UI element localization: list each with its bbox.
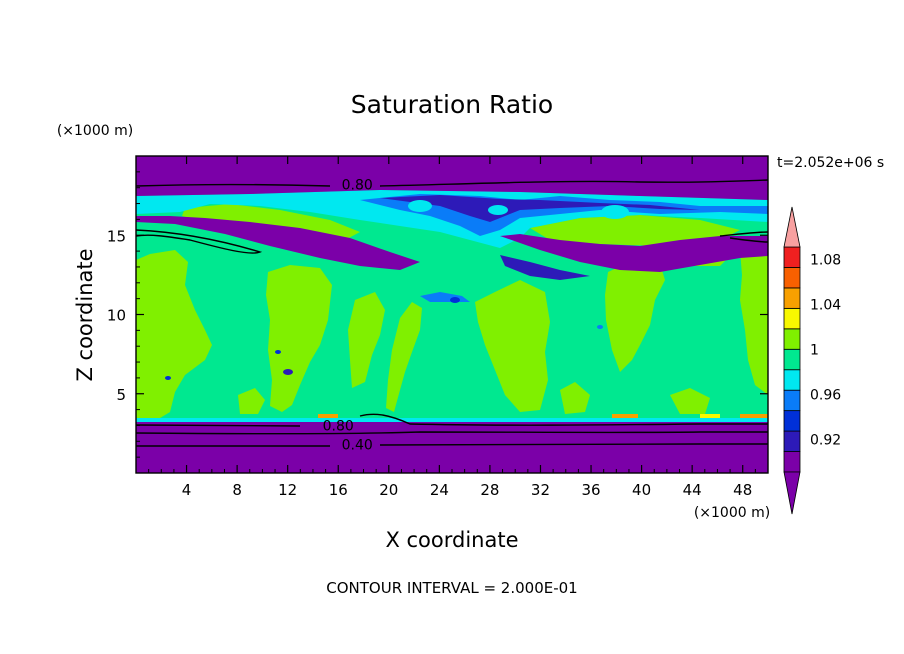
y-axis-ticks: 5 10 15 — [107, 171, 768, 458]
blue-cell — [488, 205, 508, 215]
blue-cell — [601, 205, 629, 219]
colorbar-tick-label: 0.92 — [810, 432, 841, 448]
y-axis-label: Z coordinate — [73, 248, 97, 381]
orange-strip — [700, 414, 720, 418]
colorbar-lower-arrow — [783, 471, 801, 515]
contour-line-bottom — [136, 443, 768, 447]
lime-region — [740, 248, 768, 395]
x-axis-label: X coordinate — [385, 528, 518, 552]
contour-label: 0.80 — [323, 418, 354, 434]
y-unit-label: (×1000 m) — [57, 123, 133, 139]
contour-line-lower — [136, 413, 768, 427]
lime-region — [530, 215, 740, 246]
chart-title: Saturation Ratio — [351, 90, 553, 119]
contour-line-lower — [136, 431, 768, 435]
x-tick-label: 36 — [581, 481, 600, 499]
lime-region — [136, 250, 212, 418]
y-tick-label: 5 — [116, 386, 126, 404]
purple-wedge — [500, 234, 768, 272]
contour-label: 0.80 — [342, 178, 373, 194]
colorbar-band — [783, 307, 801, 330]
orange-strip — [740, 414, 768, 418]
x-tick-label: 32 — [531, 481, 550, 499]
colorbar-tick-label: 1.08 — [810, 252, 841, 268]
orange-strip — [318, 414, 338, 418]
y-tick-label: 15 — [107, 227, 126, 245]
lime-region — [266, 265, 332, 412]
colorbar-band — [783, 410, 801, 432]
x-tick-label: 28 — [480, 481, 499, 499]
contour-label: 0.40 — [342, 437, 373, 453]
contour-labels: 0.80 0.80 0.40 — [323, 178, 373, 454]
deep-blue-band — [500, 255, 590, 280]
blue-cell — [597, 325, 603, 329]
lime-region — [238, 388, 265, 414]
colorbar-band — [783, 430, 801, 452]
contour-field — [136, 156, 768, 473]
lime-region — [605, 262, 665, 372]
colorbar-band — [783, 287, 801, 309]
x-tick-label: 20 — [379, 481, 398, 499]
lime-region — [670, 388, 710, 414]
contour-line-wedge — [719, 231, 768, 243]
lime-region — [182, 204, 360, 240]
x-tick-label: 44 — [683, 481, 702, 499]
x-tick-label: 12 — [278, 481, 297, 499]
colorbar-band — [783, 389, 801, 412]
colorbar-upper-arrow — [783, 206, 801, 248]
x-axis-ticks: 4 8 12 16 20 24 28 32 36 40 44 48 — [148, 156, 756, 499]
colorbar-band — [783, 328, 801, 350]
x-tick-label: 4 — [182, 481, 192, 499]
blue-cell — [165, 376, 171, 380]
x-tick-label: 8 — [232, 481, 242, 499]
purple-bottom — [136, 422, 768, 473]
purple-wedge — [136, 216, 420, 270]
colorbar-tick-label: 0.96 — [810, 387, 841, 403]
x-tick-label: 16 — [329, 481, 348, 499]
colorbar-band — [783, 246, 801, 268]
x-unit-label: (×1000 m) — [694, 505, 770, 521]
colorbar-band — [783, 267, 801, 289]
colorbar-band — [783, 451, 801, 473]
colorbar: 0.92 0.96 1 1.04 1.08 — [783, 206, 841, 515]
lime-region — [475, 280, 550, 412]
blue-cell — [275, 350, 281, 354]
contour-interval-note: CONTOUR INTERVAL = 2.000E-01 — [326, 579, 577, 597]
deep-blue-band — [380, 195, 700, 222]
x-tick-label: 48 — [733, 481, 752, 499]
blue-cell — [450, 297, 460, 303]
blue-cell — [283, 369, 293, 375]
colorbar-tick-label: 1 — [810, 342, 819, 358]
x-tick-label: 40 — [632, 481, 651, 499]
time-label: t=2.052e+06 s — [777, 155, 884, 171]
lime-region — [386, 302, 422, 412]
contour-line-wedge — [136, 229, 263, 254]
colorbar-tick-label: 1.04 — [810, 297, 841, 313]
orange-strip — [612, 414, 638, 418]
contour-line-upper — [136, 179, 768, 187]
colorbar-band — [783, 348, 801, 371]
y-tick-label: 10 — [107, 307, 126, 325]
purple-top — [136, 156, 768, 200]
colorbar-band — [783, 369, 801, 391]
x-tick-label: 24 — [430, 481, 449, 499]
lime-region — [348, 292, 385, 388]
lime-region — [560, 382, 590, 414]
cyan-strip — [136, 418, 768, 422]
blue-cell — [408, 200, 432, 212]
